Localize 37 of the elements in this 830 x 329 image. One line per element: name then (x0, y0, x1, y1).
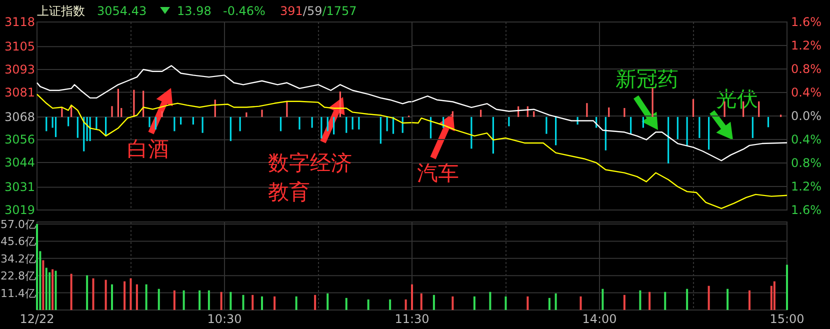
annotation: 白酒 (127, 137, 169, 161)
y-tick-label: 3081 (4, 85, 35, 100)
y-tick-label: 3056 (4, 132, 35, 147)
chart-title: 上证指数 (37, 4, 85, 18)
y-tick-label: 3019 (4, 203, 35, 217)
y2-tick-label: 0.0% (791, 109, 822, 123)
y2-tick-label: 0.8% (791, 156, 822, 170)
annotation: 汽车 (417, 161, 459, 185)
y2-tick-label: 1.2% (791, 180, 822, 194)
y-tick-label: 3093 (4, 62, 35, 76)
y-tick-label: 22.8亿 (0, 270, 36, 283)
y2-tick-label: 1.2% (791, 38, 822, 52)
text: 13.98 (177, 4, 212, 18)
x-tick-label: 11:30 (394, 312, 430, 326)
x-tick-label: 14:00 (582, 312, 617, 326)
y-tick-label: 11.4亿 (0, 286, 36, 300)
y-tick-label: 3068 (4, 110, 35, 124)
text: -0.46% (223, 4, 266, 18)
y-tick-label: 3044 (4, 156, 35, 170)
y2-tick-label: 0.4% (791, 132, 822, 146)
y-tick-label: 45.6亿 (0, 235, 36, 248)
x-tick-label: 12/22 (20, 312, 54, 326)
y-tick-label: 3105 (4, 40, 35, 54)
x-tick-label: 10:30 (207, 312, 242, 326)
text: 3054.43 (97, 4, 147, 18)
y2-tick-label: 1.6% (791, 15, 822, 29)
y-tick-label: 34.2亿 (0, 252, 36, 266)
annotation: 数字经济教育 (268, 151, 352, 204)
y-tick-label: 57.0亿 (0, 218, 36, 231)
y2-tick-label: 0.8% (791, 62, 822, 76)
x-tick-label: 15:00 (770, 312, 804, 326)
y-tick-label: 3118 (4, 15, 35, 29)
text: 391/59/1757 (280, 4, 357, 18)
y2-tick-label: 1.6% (791, 203, 822, 217)
y-tick-label: 3031 (4, 180, 35, 194)
annotation: 新冠药 (616, 67, 678, 91)
y2-tick-label: 0.4% (791, 86, 822, 100)
